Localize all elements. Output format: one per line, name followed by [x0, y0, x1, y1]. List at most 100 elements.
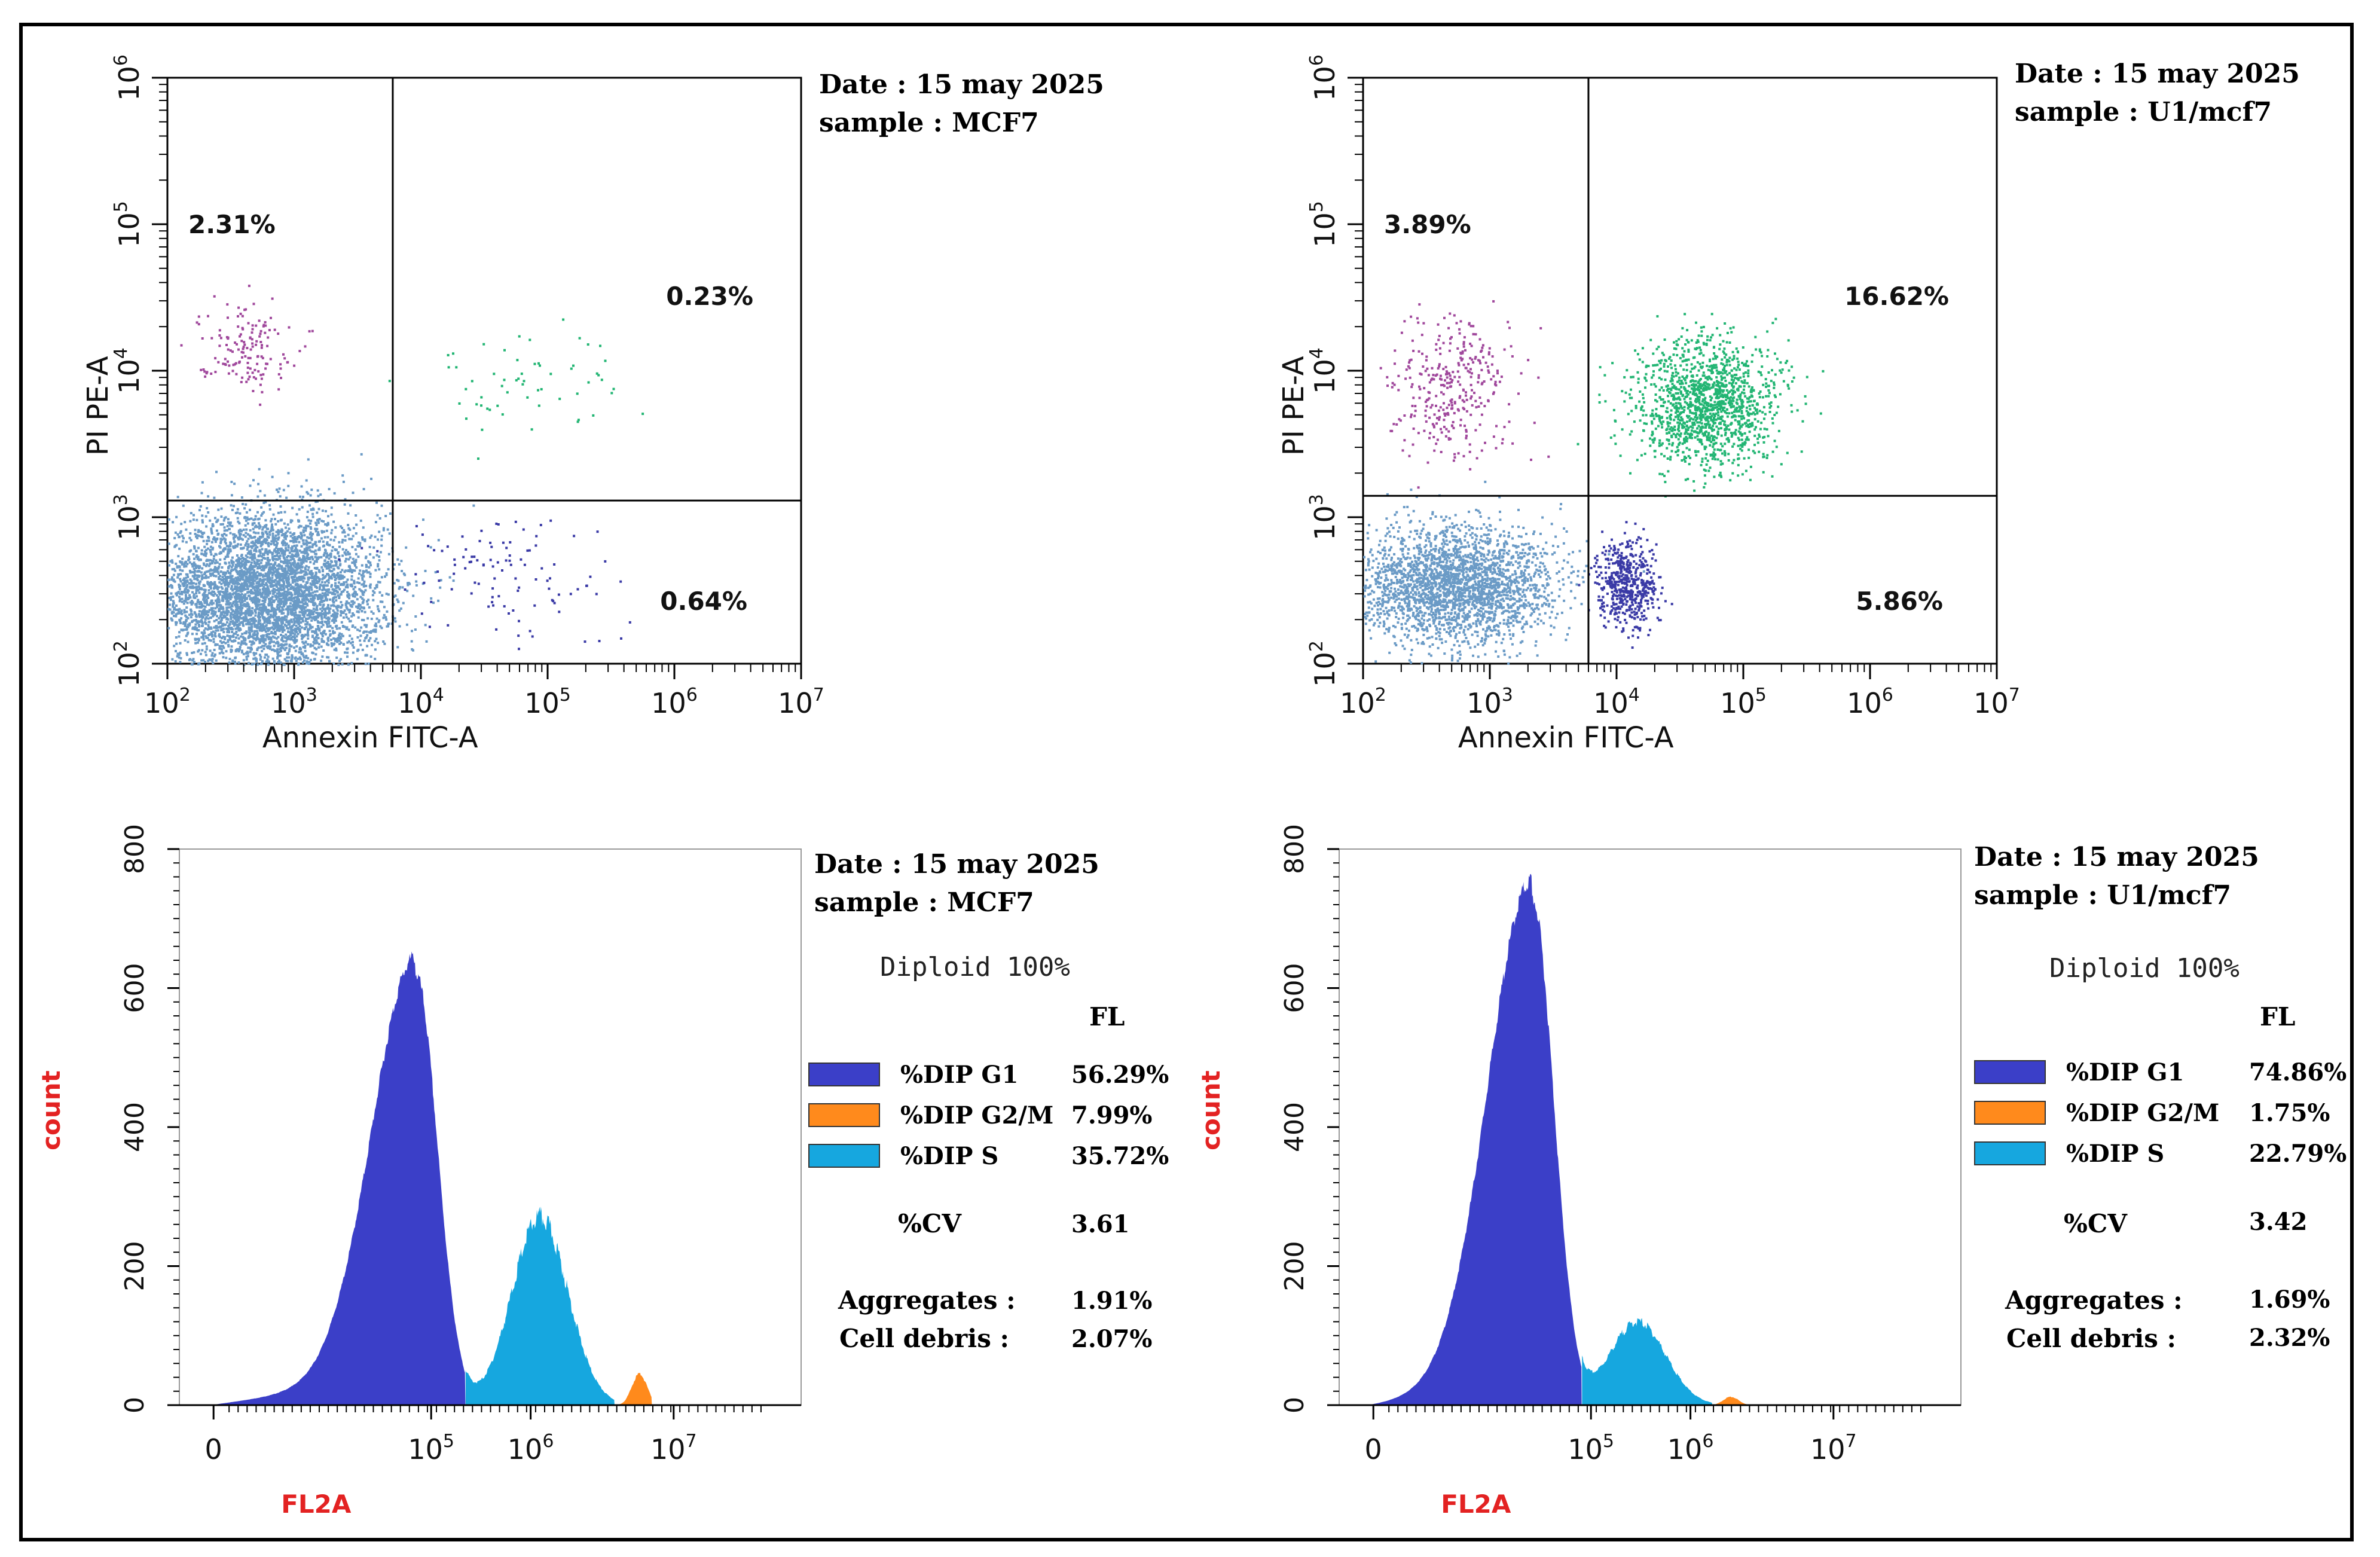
- data-point: [189, 658, 191, 661]
- data-point: [332, 632, 335, 634]
- data-point: [314, 573, 317, 576]
- data-point: [282, 533, 285, 536]
- data-point: [273, 645, 276, 648]
- data-point: [237, 325, 240, 328]
- data-point: [322, 573, 325, 576]
- data-point: [242, 652, 245, 655]
- data-point: [252, 652, 255, 655]
- data-point: [277, 645, 280, 648]
- data-point: [253, 654, 256, 657]
- data-point: [256, 663, 259, 666]
- data-point: [285, 598, 288, 601]
- data-point: [374, 622, 377, 625]
- data-point: [287, 579, 289, 582]
- data-point: [290, 638, 293, 641]
- data-point: [271, 535, 274, 538]
- data-point: [597, 374, 600, 377]
- data-point: [191, 633, 194, 636]
- data-point: [198, 591, 201, 594]
- data-point: [308, 504, 311, 507]
- data-point: [269, 551, 272, 554]
- data-point: [472, 504, 475, 507]
- data-point: [232, 533, 235, 536]
- data-point: [237, 564, 240, 567]
- data-point: [364, 637, 367, 640]
- data-point: [361, 538, 364, 541]
- data-point: [229, 349, 232, 352]
- data-point: [333, 588, 336, 591]
- data-point: [274, 534, 277, 537]
- data-point: [301, 640, 304, 643]
- data-point: [289, 633, 292, 636]
- data-point: [252, 619, 255, 622]
- data-point: [357, 555, 360, 558]
- data-point: [255, 340, 258, 343]
- data-point: [291, 556, 294, 559]
- data-point: [294, 555, 297, 557]
- data-point: [249, 597, 252, 600]
- data-point: [322, 604, 325, 607]
- data-point: [195, 554, 198, 557]
- data-point: [241, 560, 244, 563]
- data-point: [302, 496, 304, 498]
- data-point: [219, 593, 221, 596]
- data-point: [239, 562, 241, 565]
- data-point: [200, 659, 203, 662]
- data-point: [192, 626, 195, 629]
- data-point: [352, 613, 355, 616]
- data-point: [248, 594, 250, 597]
- data-point: [344, 560, 347, 563]
- data-point: [258, 600, 261, 603]
- data-point: [312, 603, 314, 606]
- data-point: [328, 621, 331, 624]
- data-point: [297, 633, 300, 636]
- data-point: [220, 611, 223, 614]
- data-point: [195, 633, 198, 636]
- data-point: [175, 623, 178, 626]
- data-point: [238, 361, 241, 363]
- data-point: [175, 515, 178, 518]
- data-point: [264, 542, 267, 545]
- data-point: [173, 645, 176, 648]
- data-point: [196, 570, 199, 573]
- data-point: [258, 619, 261, 622]
- data-point: [224, 642, 227, 645]
- data-point: [289, 599, 292, 601]
- data-point: [189, 571, 192, 574]
- data-point: [274, 631, 277, 633]
- data-point: [225, 603, 228, 606]
- data-point: [222, 362, 225, 365]
- data-point: [288, 581, 291, 584]
- data-point: [266, 344, 269, 347]
- data-point: [327, 643, 330, 646]
- data-point: [296, 563, 299, 566]
- data-point: [297, 585, 300, 588]
- data-point: [288, 643, 291, 646]
- data-point: [178, 588, 181, 591]
- data-point: [310, 597, 312, 600]
- data-point: [280, 575, 283, 578]
- data-point: [184, 594, 187, 597]
- data-point: [334, 639, 337, 642]
- data-point: [491, 601, 494, 604]
- data-point: [264, 643, 267, 646]
- data-point: [255, 660, 258, 663]
- data-point: [518, 648, 520, 651]
- data-point: [198, 566, 201, 569]
- data-point: [267, 609, 270, 612]
- data-point: [480, 529, 483, 532]
- data-point: [225, 578, 228, 581]
- data-point: [307, 566, 310, 569]
- data-point: [183, 590, 186, 593]
- data-point: [293, 364, 296, 367]
- data-point: [273, 610, 276, 613]
- data-point: [246, 518, 249, 521]
- data-point: [240, 640, 243, 643]
- data-point: [358, 588, 361, 591]
- data-point: [194, 626, 197, 628]
- data-point: [304, 623, 307, 626]
- data-point: [276, 624, 278, 627]
- data-point: [183, 577, 186, 580]
- data-point: [414, 615, 417, 618]
- data-point: [600, 378, 603, 381]
